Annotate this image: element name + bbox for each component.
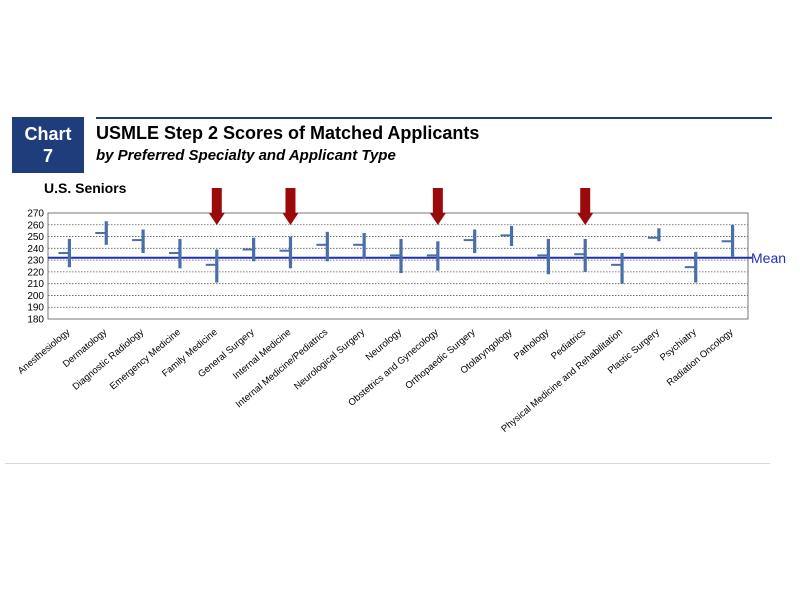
y-tick-label: 270 (27, 209, 44, 220)
range-bar (436, 241, 440, 271)
mean-tick (390, 254, 400, 257)
mean-tick (647, 236, 658, 239)
mean-label: Mean (751, 250, 786, 266)
mean-tick (500, 234, 511, 237)
applicant-group-label: U.S. Seniors (44, 180, 127, 196)
y-tick-label: 220 (27, 267, 44, 278)
y-tick-label: 210 (27, 279, 44, 290)
y-tick-label: 180 (27, 315, 44, 326)
mean-tick (426, 254, 437, 257)
category-label: Pathology (512, 327, 552, 363)
chart-box-number: 7 (42, 146, 53, 166)
range-bar (583, 238, 587, 272)
y-tick-label: 200 (27, 291, 44, 302)
range-bar (509, 225, 514, 246)
chart-box-label: Chart (24, 124, 72, 144)
y-tick-label: 250 (27, 232, 44, 243)
mean-tick (132, 239, 143, 242)
range-bar (252, 237, 256, 262)
mean-tick (316, 243, 327, 246)
category-label: Radiation Oncology (665, 327, 736, 389)
range-bar (141, 229, 145, 254)
chart-title: USMLE Step 2 Scores of Matched Applicant… (96, 123, 480, 143)
range-bar (546, 238, 550, 275)
y-tick-label: 230 (27, 256, 44, 267)
range-bar (620, 253, 624, 284)
mean-tick (95, 232, 106, 235)
chart-number-box: Chart 7 (12, 117, 84, 173)
mean-tick (205, 263, 216, 266)
y-tick-label: 240 (27, 244, 44, 255)
mean-tick (574, 253, 585, 256)
mean-tick (721, 240, 732, 243)
mean-tick (58, 252, 69, 255)
mean-tick (611, 263, 622, 266)
y-tick-label: 260 (27, 220, 44, 231)
highlight-arrow (282, 188, 299, 225)
range-bar (362, 233, 366, 259)
mean-tick (242, 248, 253, 251)
range-bar (67, 238, 72, 268)
chart-subtitle: by Preferred Specialty and Applicant Typ… (96, 147, 396, 164)
category-label: Emergency Medicine (108, 327, 183, 392)
range-bar (730, 224, 735, 257)
range-bar (694, 251, 698, 283)
category-label: Anesthesiology (16, 327, 73, 377)
category-label: Orthopaedic Surgery (403, 327, 477, 392)
category-label: Neurological Surgery (292, 327, 367, 393)
mean-tick (463, 239, 474, 242)
plot-frame (47, 212, 749, 320)
range-bar (215, 249, 219, 283)
y-tick-label: 190 (27, 303, 44, 314)
range-bar (325, 231, 329, 262)
range-bar (657, 228, 661, 242)
mean-tick (168, 252, 179, 255)
range-bar (178, 238, 182, 269)
mean-tick (537, 254, 548, 257)
footer-rule (5, 463, 770, 464)
mean-tick (279, 249, 290, 252)
highlight-arrow (208, 188, 225, 225)
highlight-arrow (577, 188, 594, 225)
range-bar (473, 229, 477, 254)
mean-tick (684, 266, 695, 269)
highlight-arrow (429, 188, 446, 225)
mean-tick (353, 243, 364, 246)
range-bar (104, 221, 108, 245)
header-rule (96, 117, 772, 119)
range-bar (288, 236, 293, 269)
range-bar (399, 238, 403, 274)
